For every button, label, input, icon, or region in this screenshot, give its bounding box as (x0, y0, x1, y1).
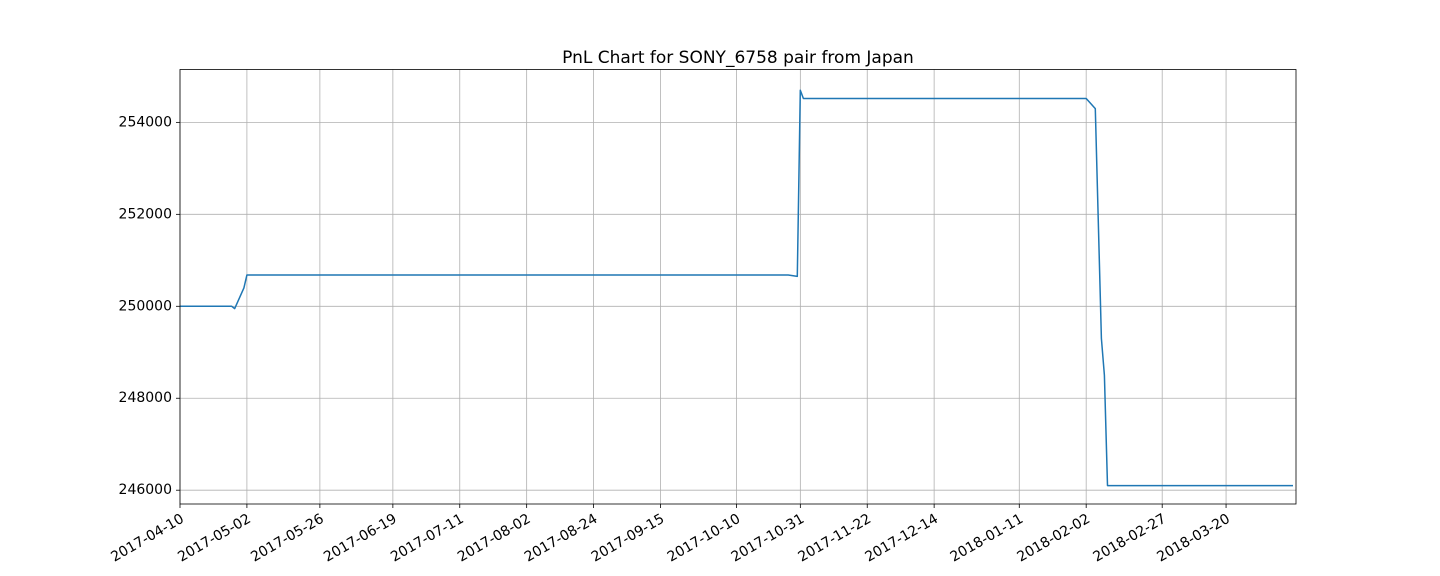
pnl-series-line (180, 89, 1293, 487)
y-tick-label: 248000 (119, 390, 172, 406)
grid-lines (179, 69, 1296, 504)
y-tick-label: 250000 (119, 298, 172, 314)
plot-area-frame (179, 69, 1297, 505)
y-tick-label: 254000 (119, 114, 172, 130)
chart-title: PnL Chart for SONY_6758 pair from Japan (562, 48, 914, 68)
y-tick-label: 252000 (119, 206, 172, 222)
series-layer (180, 89, 1293, 487)
y-tick-label: 246000 (119, 482, 172, 498)
